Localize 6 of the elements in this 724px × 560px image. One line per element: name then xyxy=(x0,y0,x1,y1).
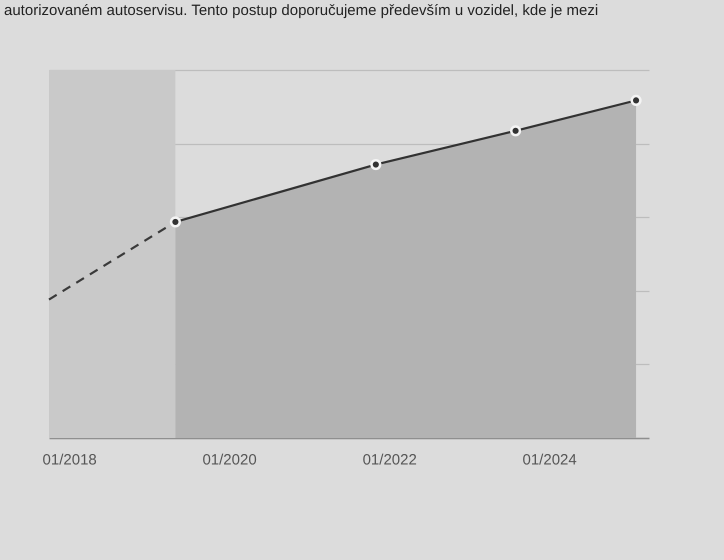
x-tick-label: 01/2022 xyxy=(362,452,417,468)
x-tick-label: 01/2018 xyxy=(42,452,97,468)
point xyxy=(170,216,181,228)
x-tick-label: 01/2024 xyxy=(522,452,577,468)
text: autorizovaném autoservisu. Tento postup doporučujeme především u vozidel, kde je mezi xyxy=(4,2,598,19)
x-tick-label: 01/2020 xyxy=(202,452,257,468)
